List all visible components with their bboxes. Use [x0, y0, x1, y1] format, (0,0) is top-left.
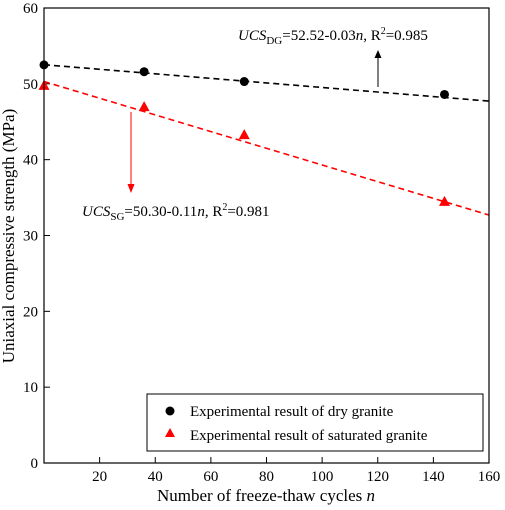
y-axis-label: Uniaxial compressive strength (MPa): [0, 109, 18, 363]
legend-label-saturated: Experimental result of saturated granite: [190, 428, 428, 444]
y-tick-label: 20: [23, 304, 38, 320]
legend-label-dry: Experimental result of dry granite: [190, 404, 394, 420]
x-tick-label: 80: [259, 469, 274, 485]
legend-marker-dry: [165, 406, 175, 416]
y-tick-label: 0: [31, 456, 39, 472]
fit-line-saturated: [43, 80, 490, 216]
point-saturated: [138, 101, 150, 112]
y-tick-label: 10: [23, 380, 38, 396]
x-tick-label: 100: [311, 469, 334, 485]
y-tick-label: 40: [23, 153, 38, 169]
axis-ticks: 20 40 60 80 100 120 140 160 0 10 20 30 40 50 60: [23, 1, 500, 485]
plot-frame: [43, 7, 490, 464]
point-dry: [440, 89, 449, 99]
point-dry: [239, 77, 249, 87]
point-dry: [139, 67, 149, 77]
y-tick-label: 50: [23, 77, 38, 93]
y-tick-label: 60: [23, 1, 38, 17]
x-tick-label: 140: [422, 469, 445, 485]
fit-line-dry: [43, 63, 490, 102]
x-tick-label: 20: [92, 469, 107, 485]
x-axis-label: Number of freeze-thaw cycles n: [157, 486, 375, 505]
x-tick-label: 120: [367, 469, 390, 485]
equation-saturated-granite: UCSSG=50.30-0.11n, R2=0.981: [82, 202, 270, 223]
data-points: [38, 60, 450, 206]
legend: Experimental result of dry granite Exper…: [146, 393, 484, 452]
x-tick-label: 40: [148, 469, 163, 485]
arrow-dry-granite: [374, 50, 382, 87]
arrow-saturated-granite: [127, 112, 135, 193]
legend-box: [146, 393, 484, 452]
fit-lines: [43, 63, 490, 216]
equation-dry-granite: UCSDG=52.52-0.03n, R2=0.985: [238, 26, 428, 47]
x-tick-label: 160: [478, 469, 501, 485]
point-saturated: [238, 129, 250, 140]
x-tick-label: 60: [203, 469, 218, 485]
legend-marker-saturated: [165, 428, 175, 437]
y-tick-label: 30: [23, 229, 38, 245]
point-saturated: [439, 195, 450, 206]
